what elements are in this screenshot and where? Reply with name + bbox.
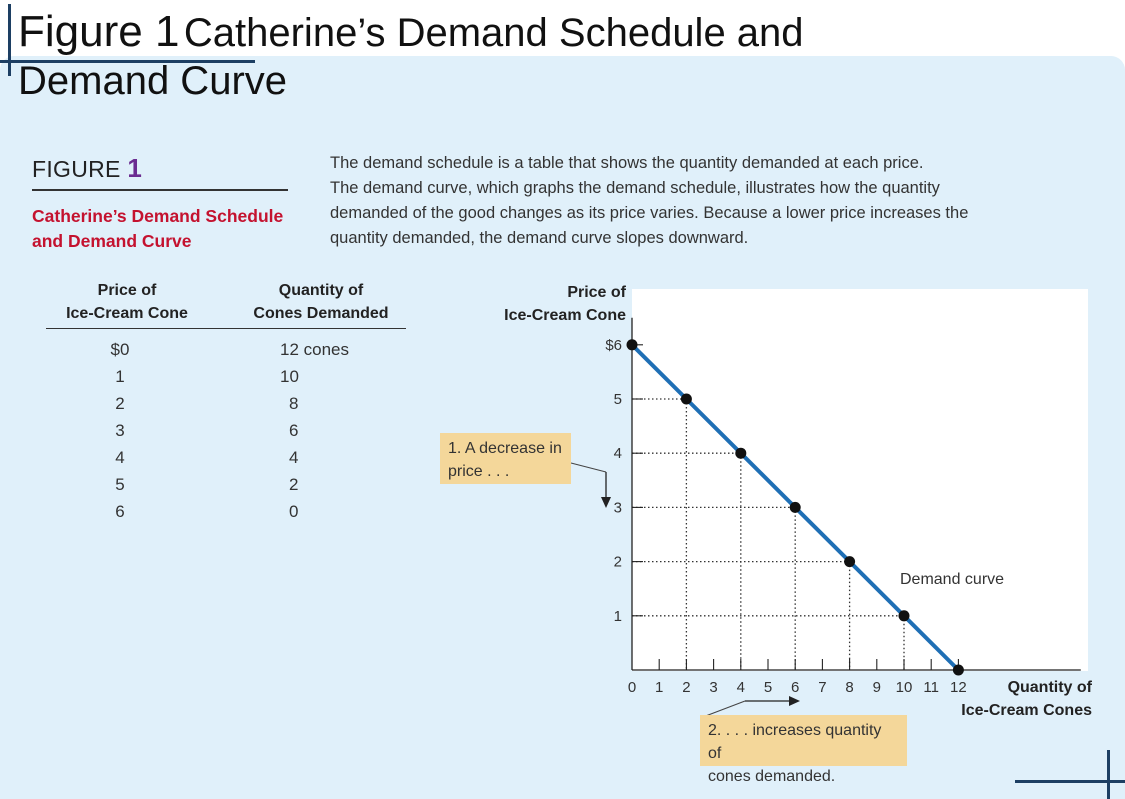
y-tick-label: 2 [614, 554, 622, 571]
axis-title-line: Price of [567, 284, 626, 301]
annotation-leader-line [702, 700, 746, 718]
demand-point [680, 393, 692, 405]
schedule-cell: 4 [115, 448, 125, 467]
annotation-line: 2. . . . increases quantity of [708, 722, 882, 762]
slide-title-line2: Demand Curve [18, 58, 288, 103]
header-line: Price of [97, 282, 157, 299]
schedule-quantity-header: Quantity of Cones Demanded [236, 279, 406, 325]
schedule-price-column: $0 1 2 3 4 5 6 [80, 336, 160, 525]
figure-label-rule [32, 189, 288, 191]
axis-title-line: Quantity of [1007, 679, 1092, 696]
annotation-price-decrease: 1. A decrease in price . . . [440, 433, 571, 484]
y-tick-label: 5 [614, 391, 622, 408]
x-tick-label: 5 [764, 679, 772, 696]
x-tick-label: 11 [923, 679, 939, 696]
annotation-quantity-increase: 2. . . . increases quantity of cones dem… [700, 715, 907, 785]
demand-point [952, 664, 964, 676]
demand-point [898, 610, 910, 622]
y-axis-title: Price of Ice-Cream Cone [478, 281, 626, 327]
demand-curve-label: Demand curve [900, 571, 1005, 588]
x-tick-label: 0 [628, 679, 636, 696]
header-line: Ice-Cream Cone [66, 305, 188, 322]
slide-title-main: Figure 1 [18, 7, 180, 56]
corner-mark-bottom-right-vertical [1107, 750, 1110, 799]
caption-line: The demand schedule is a table that show… [330, 154, 924, 172]
schedule-cell: 3 [115, 421, 125, 440]
figure-caption: The demand schedule is a table that show… [330, 151, 1070, 251]
corner-mark-top-left [8, 4, 11, 76]
demand-point [789, 501, 801, 513]
quantity-increase-arrow-head [789, 696, 800, 706]
annotation-line: cones demanded. [708, 768, 836, 785]
x-tick-label: 9 [873, 679, 881, 696]
annotation-leader-line [570, 462, 607, 473]
x-tick-label: 3 [709, 679, 717, 696]
slide-title-sub: Catherine’s Demand Schedule and [183, 11, 804, 55]
x-tick-label: 7 [818, 679, 826, 696]
price-decrease-arrow-head [601, 497, 611, 508]
corner-mark-bottom-right [1015, 780, 1125, 783]
caption-line: demanded of the good changes as its pric… [330, 204, 969, 222]
annotation-line: price . . . [448, 463, 510, 480]
caption-line: quantity demanded, the demand curve slop… [330, 229, 749, 247]
x-tick-label: 4 [737, 679, 745, 696]
schedule-cell: 5 [115, 475, 125, 494]
caption-line: The demand curve, which graphs the deman… [330, 179, 940, 197]
demand-point [844, 556, 856, 568]
y-tick-label: 3 [614, 499, 622, 516]
demand-point [626, 339, 638, 351]
y-tick-label: $6 [605, 337, 622, 354]
schedule-cell: 4 [289, 448, 299, 467]
figure-title-line: and Demand Curve [32, 231, 192, 251]
x-tick-label: 12 [950, 679, 967, 696]
chart-series [626, 339, 964, 676]
figure-label-number: 1 [127, 153, 143, 183]
figure-label: FIGURE 1 [32, 153, 142, 184]
figure-title: Catherine’s Demand Schedule and Demand C… [32, 204, 302, 254]
x-tick-label: 1 [655, 679, 663, 696]
schedule-cell: 10 [280, 367, 299, 386]
header-line: Cones Demanded [253, 305, 389, 322]
schedule-quantity-column: 12 cones 10 8 6 4 2 0 [260, 336, 376, 525]
header-line: Quantity of [278, 282, 364, 299]
schedule-price-header: Price of Ice-Cream Cone [46, 279, 208, 325]
y-tick-label: 1 [614, 608, 622, 625]
figure-label-word: FIGURE [32, 156, 121, 182]
x-tick-label: 2 [682, 679, 690, 696]
x-tick-label: 10 [896, 679, 913, 696]
schedule-header-rule [46, 328, 406, 329]
chart-guides [632, 398, 905, 670]
chart-plot-area [632, 289, 1088, 671]
slide-title: Figure 1 Catherine’s Demand Schedule and… [18, 6, 1018, 105]
schedule-cell: 0 [289, 502, 299, 521]
demand-point [735, 447, 747, 459]
axis-title-line: Ice-Cream Cones [961, 702, 1092, 719]
y-tick-label: 4 [614, 445, 622, 462]
schedule-cell: 12 cones [280, 340, 349, 359]
x-tick-label: 8 [845, 679, 853, 696]
annotation-line: 1. A decrease in [448, 440, 562, 457]
x-tick-label: 6 [791, 679, 799, 696]
schedule-cell: 2 [289, 475, 299, 494]
axis-title-line: Ice-Cream Cone [504, 307, 626, 324]
schedule-cell: 6 [115, 502, 125, 521]
schedule-cell: $0 [110, 340, 130, 359]
schedule-cell: 2 [115, 394, 125, 413]
x-axis-title: Quantity of Ice-Cream Cones [940, 676, 1092, 722]
schedule-cell: 6 [289, 421, 299, 440]
figure-title-line: Catherine’s Demand Schedule [32, 206, 284, 226]
schedule-cell: 8 [289, 394, 299, 413]
schedule-cell: 1 [115, 367, 125, 386]
title-underline [0, 60, 255, 63]
